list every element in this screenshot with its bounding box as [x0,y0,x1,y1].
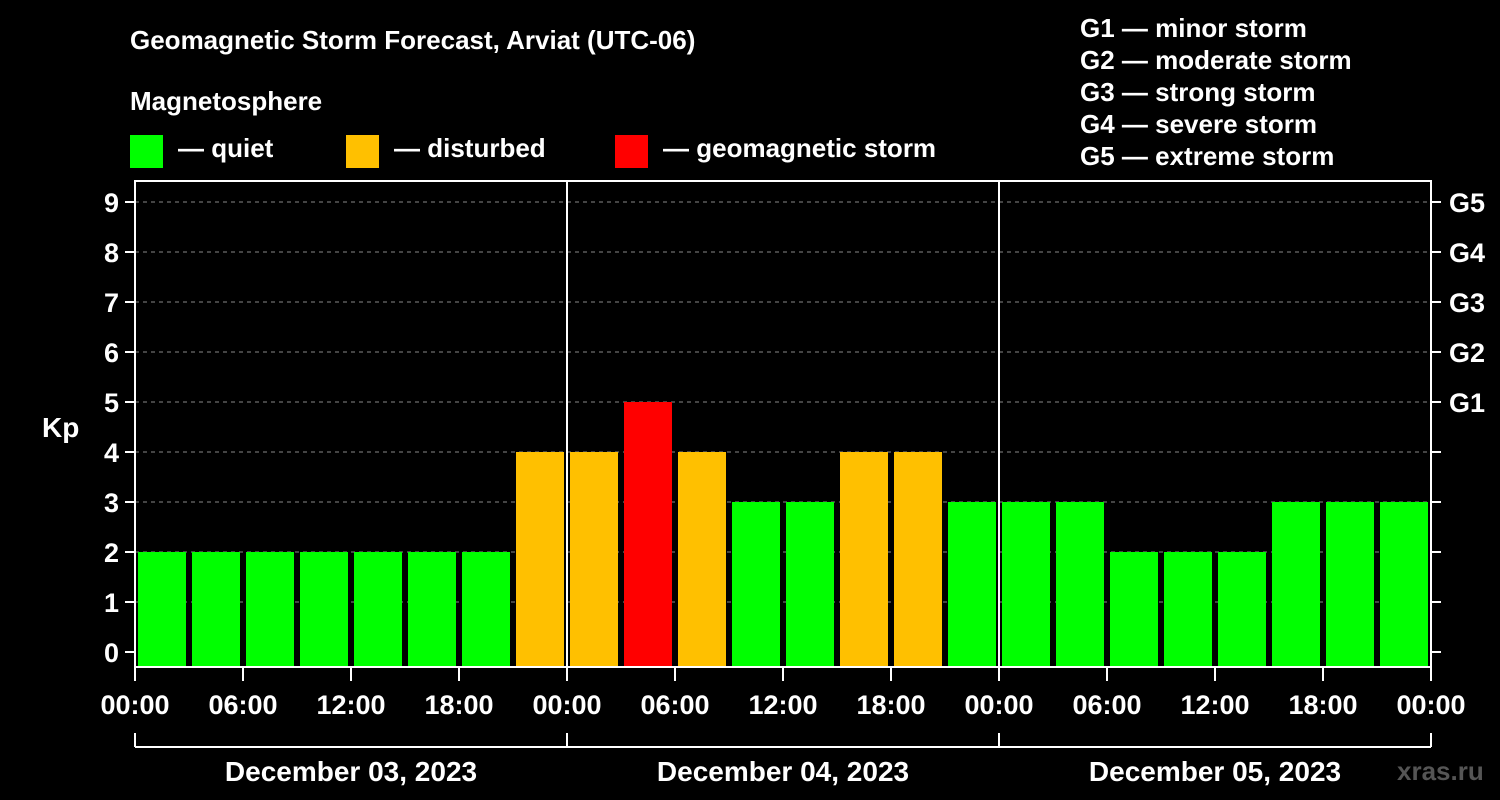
kp-bar [192,552,240,667]
magnetosphere-label: Magnetosphere [130,86,322,116]
axes-layer: 0 1 2 3 4 5 6 7 8 9 G1 G2 G3 G4 G5 00:00 06:00 12:00 18:00… [100,180,1485,787]
kp-bar [1056,502,1104,667]
g-scale-g1: G1 — minor storm [1080,13,1307,43]
y-tick-label: 4 [104,438,119,468]
x-tick-label: 18:00 [424,690,493,720]
x-tick-label: 12:00 [748,690,817,720]
g-scale-g3: G3 — strong storm [1080,77,1315,107]
legend-swatch-disturbed [346,135,379,168]
kp-bar [840,452,888,667]
kp-bar [732,502,780,667]
chart-title: Geomagnetic Storm Forecast, Arviat (UTC-… [130,25,695,55]
y-tick-label: 7 [104,288,119,318]
legend-swatch-quiet [130,135,163,168]
kp-bar [678,452,726,667]
kp-bar [354,552,402,667]
kp-bar [138,552,186,667]
x-tick-label: 06:00 [640,690,709,720]
kp-bar [1272,502,1320,667]
g-scale-g5: G5 — extreme storm [1080,141,1334,171]
kp-bar [570,452,618,667]
day-label: December 04, 2023 [657,756,909,787]
legend-label-quiet: — quiet [178,133,274,163]
kp-bar [408,552,456,667]
y-axis-label: Kp [42,412,79,443]
x-tick-label: 00:00 [1396,690,1465,720]
kp-bar [462,552,510,667]
kp-bar [948,502,996,667]
kp-bar [1110,552,1158,667]
y-tick-label: 6 [104,338,119,368]
x-tick-label: 12:00 [316,690,385,720]
watermark: xras.ru [1397,756,1484,786]
x-tick-label: 12:00 [1180,690,1249,720]
y-tick-label: 1 [104,588,119,618]
day-label: December 03, 2023 [225,756,477,787]
g-scale-g4: G4 — severe storm [1080,109,1317,139]
y-tick-label: 0 [104,638,119,668]
g-scale-g2: G2 — moderate storm [1080,45,1352,75]
kp-bar [516,452,564,667]
x-tick-label: 00:00 [100,690,169,720]
kp-bar [624,402,672,667]
grid-layer [135,201,1431,603]
g-axis-label: G4 [1449,238,1485,268]
kp-bar [1380,502,1428,667]
kp-bar [1164,552,1212,667]
kp-bar [894,452,942,667]
kp-bar [246,552,294,667]
g-axis-label: G2 [1449,338,1485,368]
y-tick-label: 5 [104,388,119,418]
y-tick-label: 8 [104,238,119,268]
g-scale-legend: G1 — minor storm G2 — moderate storm G3 … [1080,13,1352,171]
x-tick-label: 18:00 [1288,690,1357,720]
g-axis-label: G3 [1449,288,1485,318]
kp-bar [1326,502,1374,667]
y-tick-label: 3 [104,488,119,518]
g-axis-label: G1 [1449,388,1485,418]
x-tick-label: 00:00 [964,690,1033,720]
legend-swatch-storm [615,135,648,168]
y-tick-label: 2 [104,538,119,568]
x-tick-label: 06:00 [1072,690,1141,720]
x-tick-label: 00:00 [532,690,601,720]
legend-label-disturbed: — disturbed [394,133,546,163]
day-label: December 05, 2023 [1089,756,1341,787]
kp-bar [786,502,834,667]
bars-layer [138,402,1428,667]
legend-label-storm: — geomagnetic storm [663,133,936,163]
legend: — quiet — disturbed — geomagnetic storm [130,133,936,168]
kp-bar [300,552,348,667]
kp-bar [1002,502,1050,667]
x-tick-label: 06:00 [208,690,277,720]
kp-bar [1218,552,1266,667]
x-tick-label: 18:00 [856,690,925,720]
y-tick-label: 9 [104,188,119,218]
g-axis-label: G5 [1449,188,1485,218]
